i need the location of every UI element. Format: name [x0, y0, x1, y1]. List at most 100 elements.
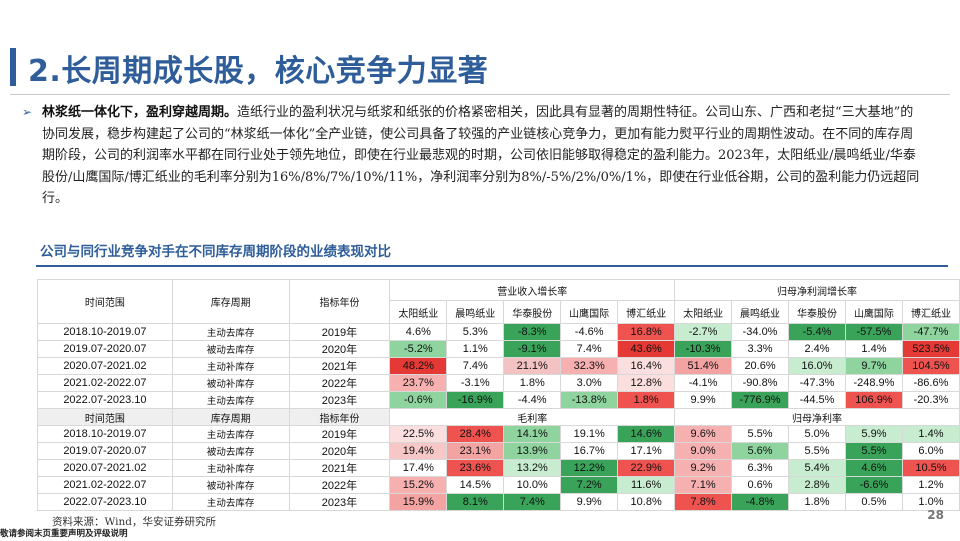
value-cell: -3.1%	[446, 374, 505, 392]
row-stage: 主动去库存	[171, 493, 290, 511]
row-year: 2022年	[288, 476, 391, 494]
value-cell: 9.9%	[674, 391, 733, 409]
value-cell: 104.5%	[901, 357, 960, 375]
value-cell: 10.0%	[503, 476, 562, 494]
value-cell: 17.1%	[617, 442, 676, 460]
row-year: 2022年	[288, 374, 391, 392]
value-cell: -0.6%	[389, 391, 448, 409]
header-period: 时间范围	[37, 279, 173, 324]
table-row: 2021.02-2022.07 被动补库存 2022年 23.7% -3.1% 1.8% 3…	[37, 374, 960, 392]
value-cell: 5.6%	[731, 442, 790, 460]
value-cell: 19.1%	[560, 425, 619, 443]
value-cell: -9.1%	[503, 340, 562, 358]
body-paragraph: ➢ 林浆纸一体化下，盈利穿越周期。造纸行业的盈利状况与纸浆和纸张的价格紧密相关，…	[22, 102, 922, 210]
value-cell: 106.9%	[844, 391, 903, 409]
row-period: 2021.02-2022.07	[37, 374, 173, 392]
value-cell: 14.6%	[617, 425, 676, 443]
comparison-table: 时间范围 库存周期 指标年份 营业收入增长率 归母净利润增长率 太阳纸业 晨鸣纸业…	[37, 279, 960, 511]
company-header: 华泰股份	[503, 300, 562, 324]
value-cell: 9.2%	[674, 459, 733, 477]
value-cell: 23.6%	[446, 459, 505, 477]
value-cell: 3.0%	[560, 374, 619, 392]
value-cell: 20.6%	[731, 357, 790, 375]
value-cell: -20.3%	[901, 391, 960, 409]
row-stage: 被动补库存	[171, 476, 290, 494]
value-cell: 22.9%	[617, 459, 676, 477]
header-gross-group: 毛利率	[389, 408, 676, 426]
row-year: 2023年	[288, 493, 391, 511]
value-cell: -47.7%	[901, 323, 960, 341]
value-cell: 11.6%	[617, 476, 676, 494]
value-cell: 16.4%	[617, 357, 676, 375]
value-cell: 12.8%	[617, 374, 676, 392]
subheader-period: 时间范围	[37, 408, 173, 426]
value-cell: 17.4%	[389, 459, 448, 477]
row-period: 2020.07-2021.02	[37, 459, 173, 477]
value-cell: 5.5%	[788, 442, 846, 460]
value-cell: 1.4%	[901, 425, 960, 443]
row-year: 2021年	[288, 459, 391, 477]
row-stage: 主动去库存	[171, 323, 290, 341]
value-cell: 5.4%	[788, 459, 846, 477]
value-cell: -8.3%	[503, 323, 562, 341]
value-cell: 0.5%	[844, 493, 903, 511]
row-period: 2019.07-2020.07	[37, 442, 173, 460]
table-row: 2019.07-2020.07 被动去库存 2020年 19.4% 23.1% 13.9%…	[37, 442, 960, 460]
value-cell: 13.2%	[503, 459, 562, 477]
title-divider	[10, 94, 950, 95]
value-cell: 32.3%	[560, 357, 619, 375]
source-note: 资料来源：Wind，华安证券研究所	[52, 516, 216, 528]
value-cell: 15.9%	[389, 493, 448, 511]
page-title: 2.长周期成长股，核心竞争力显著	[28, 54, 489, 89]
row-stage: 被动去库存	[171, 442, 290, 460]
value-cell: -4.1%	[674, 374, 733, 392]
company-header: 山鹰国际	[560, 300, 619, 324]
value-cell: 9.0%	[674, 442, 733, 460]
subheader-stage: 库存周期	[171, 408, 290, 426]
value-cell: 1.0%	[901, 493, 960, 511]
value-cell: 51.4%	[674, 357, 733, 375]
value-cell: -86.6%	[901, 374, 960, 392]
value-cell: 6.3%	[731, 459, 790, 477]
value-cell: -776.9%	[731, 391, 790, 409]
value-cell: -248.9%	[844, 374, 903, 392]
value-cell: 12.2%	[560, 459, 619, 477]
value-cell: -34.0%	[731, 323, 790, 341]
row-period: 2018.10-2019.07	[37, 323, 173, 341]
value-cell: 21.1%	[503, 357, 562, 375]
value-cell: -5.4%	[788, 323, 846, 341]
row-period: 2022.07-2023.10	[37, 493, 173, 511]
value-cell: -10.3%	[674, 340, 733, 358]
row-period: 2021.02-2022.07	[37, 476, 173, 494]
row-stage: 主动补库存	[171, 459, 290, 477]
section-title: 公司与同行业竞争对手在不同库存周期阶段的业绩表现对比	[40, 244, 391, 260]
value-cell: 19.4%	[389, 442, 448, 460]
company-header: 太阳纸业	[389, 300, 448, 324]
row-period: 2022.07-2023.10	[37, 391, 173, 409]
value-cell: 1.8%	[617, 391, 676, 409]
value-cell: 7.4%	[446, 357, 505, 375]
row-period: 2018.10-2019.07	[37, 425, 173, 443]
value-cell: 28.4%	[446, 425, 505, 443]
value-cell: 10.5%	[901, 459, 960, 477]
value-cell: 9.6%	[674, 425, 733, 443]
value-cell: -57.5%	[844, 323, 903, 341]
row-stage: 主动去库存	[171, 391, 290, 409]
value-cell: 5.5%	[731, 425, 790, 443]
value-cell: 1.1%	[446, 340, 505, 358]
value-cell: 16.7%	[560, 442, 619, 460]
value-cell: 4.6%	[389, 323, 448, 341]
paragraph-lead: 林浆纸一体化下，盈利穿越周期。	[42, 105, 238, 120]
value-cell: 9.9%	[560, 493, 619, 511]
value-cell: 3.3%	[731, 340, 790, 358]
company-header: 太阳纸业	[674, 300, 733, 324]
value-cell: 6.0%	[901, 442, 960, 460]
value-cell: 23.1%	[446, 442, 505, 460]
section-divider	[36, 265, 948, 267]
company-header: 晨鸣纸业	[446, 300, 505, 324]
value-cell: 4.6%	[844, 459, 903, 477]
value-cell: 13.9%	[503, 442, 562, 460]
company-header-row: 太阳纸业 晨鸣纸业 华泰股份 山鹰国际 博汇纸业 太阳纸业 晨鸣纸业 华泰股份 山鹰国际 博汇纸业	[38, 300, 960, 324]
table-row: 2019.07-2020.07 被动去库存 2020年 -5.2% 1.1% -9.1% 7…	[37, 340, 960, 358]
value-cell: 5.0%	[788, 425, 846, 443]
